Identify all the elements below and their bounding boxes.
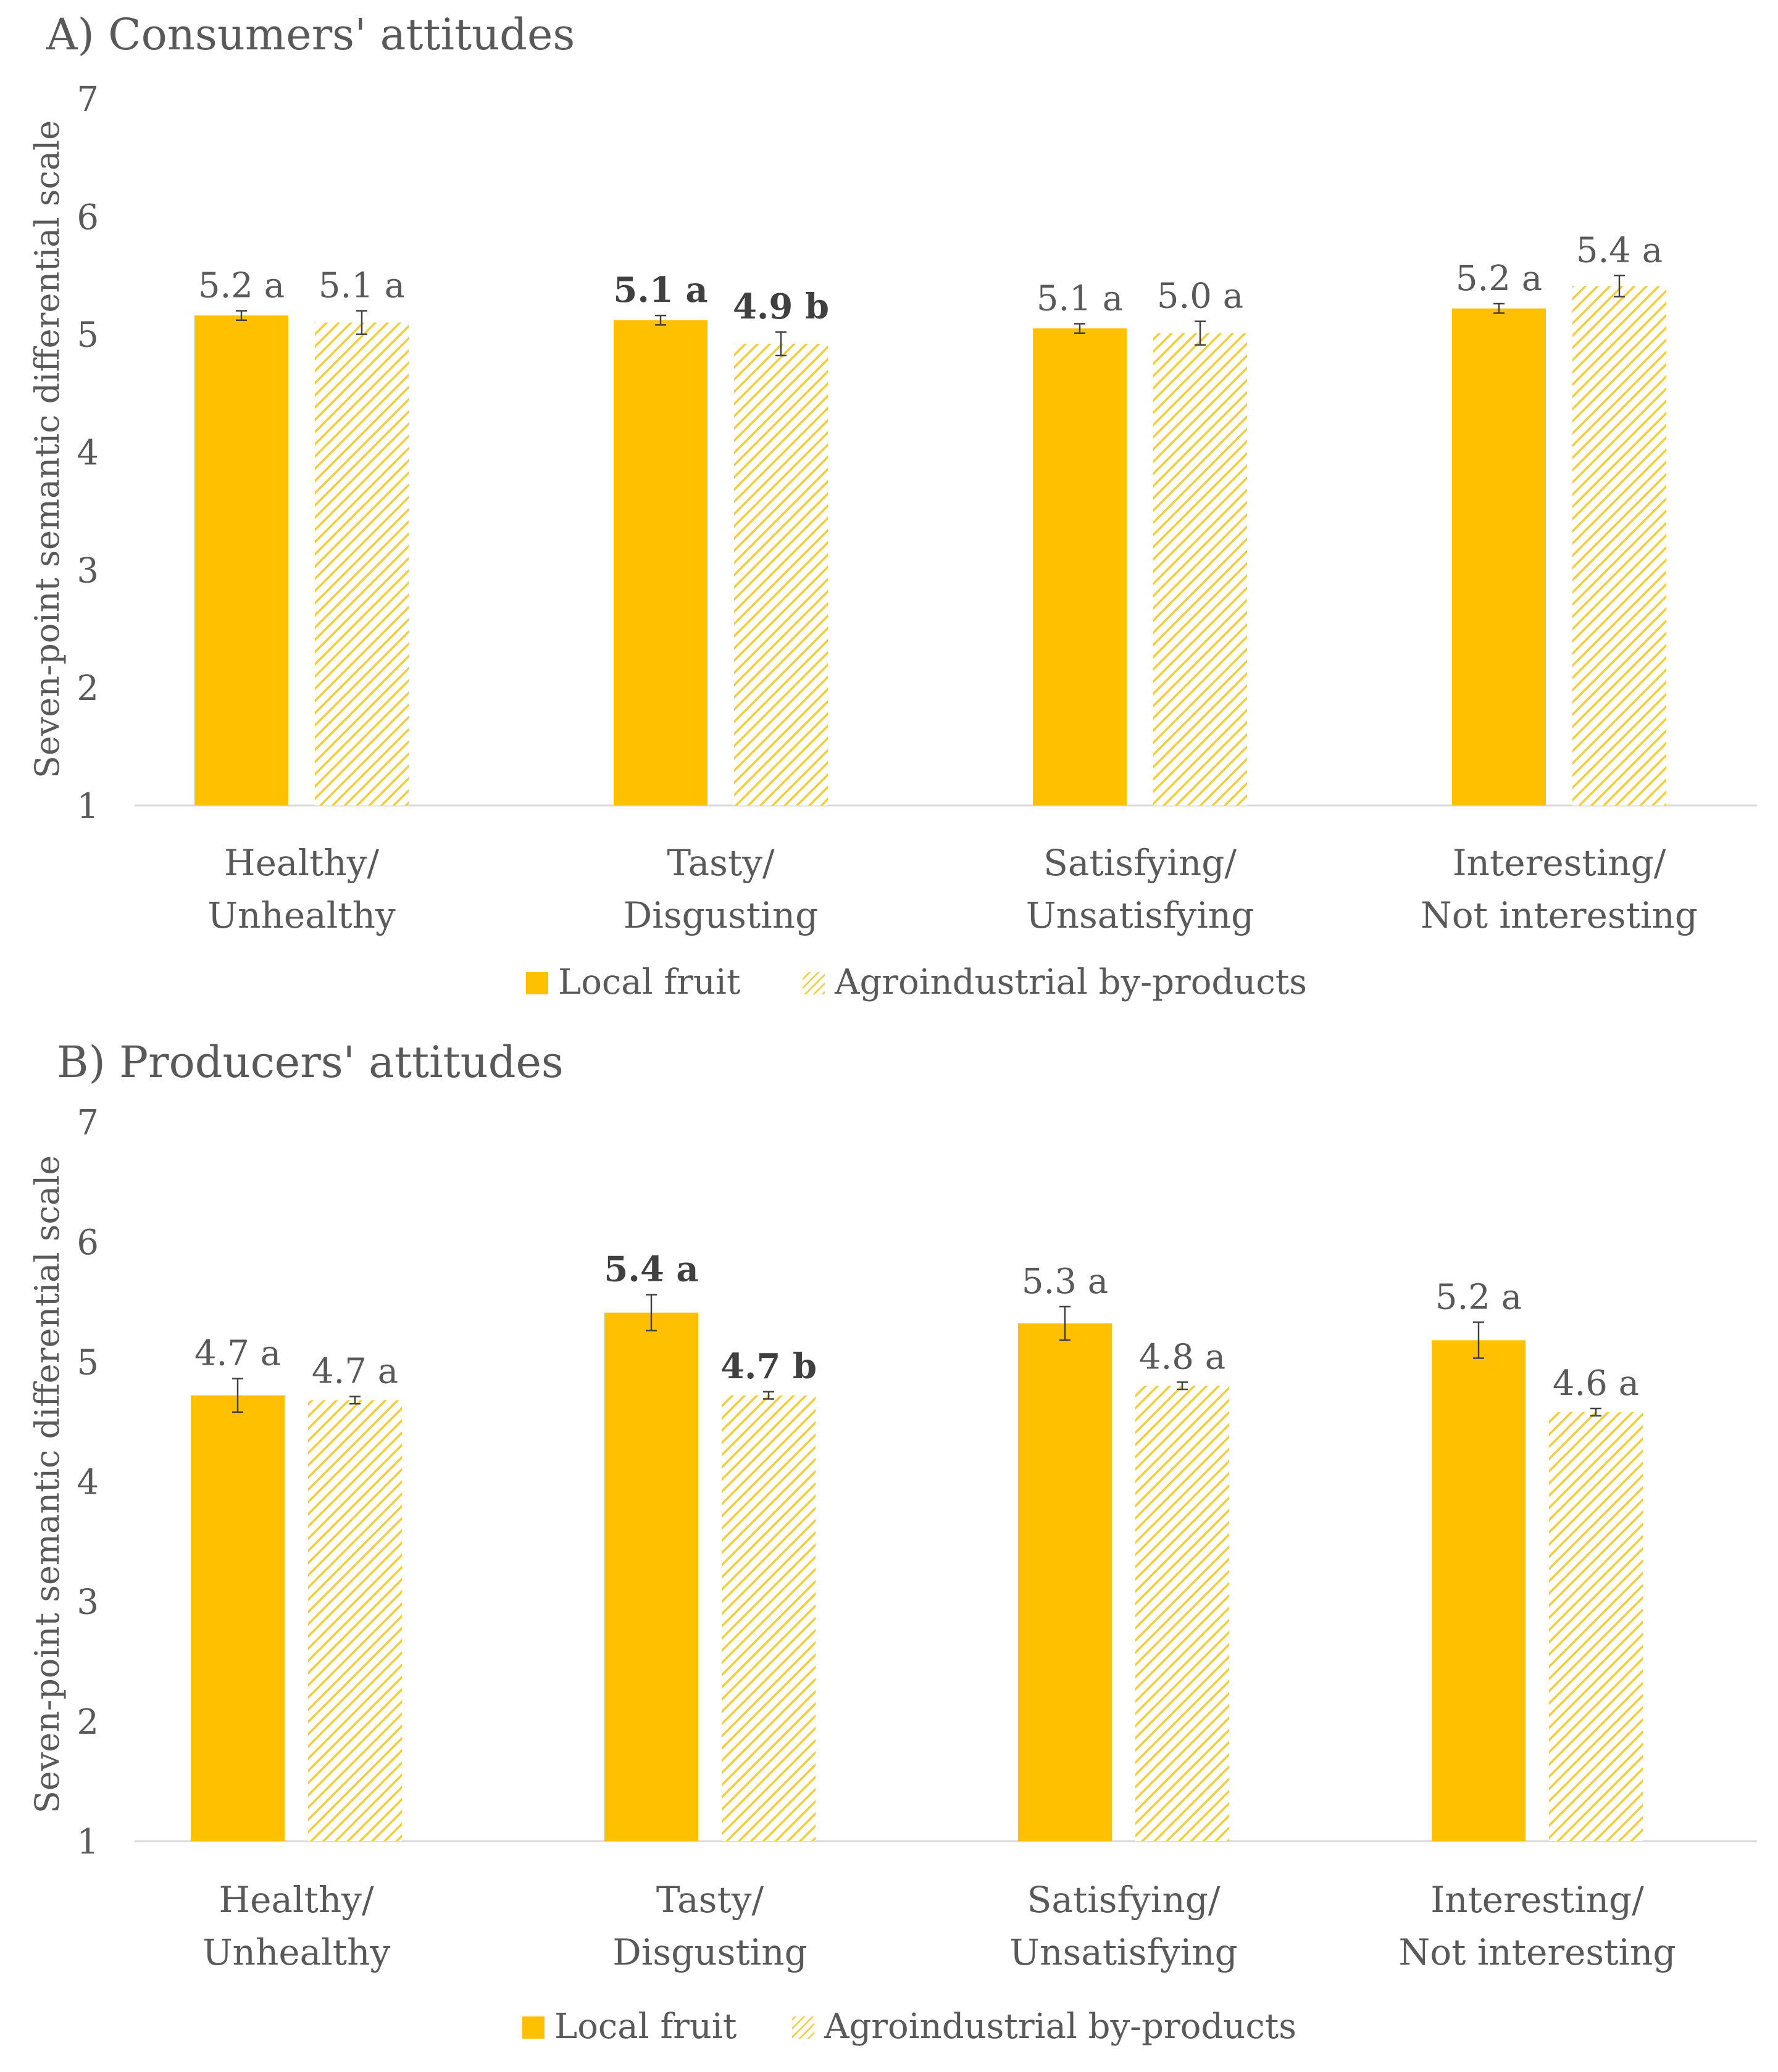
x-tick-label: Interesting/ <box>1453 842 1666 884</box>
y-tick-label: 7 <box>77 80 99 120</box>
bar-by-products <box>1153 333 1247 805</box>
legend: Local fruit Agroindustrial by-products <box>526 962 1307 1002</box>
error-bar <box>1614 275 1625 297</box>
bars: 4.7 a 5.4 a 5.3 a 5.2 a 4.7 a 4.7 b 4.8 a 4.6 a <box>191 1249 1643 1841</box>
bars: 5.2 a 5.1 a 5.1 a 5.2 a 5.1 a 4.9 b 5.0 a 5.4 a <box>194 230 1666 806</box>
legend-label-by-products: Agroindustrial by-products <box>834 962 1307 1002</box>
data-label: 5.2 a <box>198 266 285 306</box>
y-tick-label: 3 <box>77 1583 99 1623</box>
error-bar <box>1493 302 1505 314</box>
x-tick-label: Unhealthy <box>202 1931 391 1973</box>
y-tick-label: 1 <box>77 786 99 826</box>
x-tick-label: Satisfying/ <box>1043 842 1237 884</box>
x-labels: Healthy/Unhealthy Tasty/Disgusting Satisfy… <box>207 842 1698 936</box>
x-tick-label: Unhealthy <box>207 894 396 936</box>
legend: Local fruit Agroindustrial by-products <box>522 2007 1296 2047</box>
x-tick-label: Tasty/ <box>667 842 775 884</box>
error-bar <box>1177 1381 1188 1391</box>
data-label: 5.2 a <box>1435 1277 1522 1317</box>
legend-label-by-products: Agroindustrial by-products <box>824 2007 1296 2047</box>
bar-by-products <box>1135 1386 1229 1841</box>
panel-consumers: A) Consumers' attitudes Seven-point sema… <box>28 9 1757 1002</box>
bar-local-fruit <box>614 320 707 805</box>
x-tick-label: Unsatisfying <box>1026 894 1254 936</box>
data-label: 5.1 a <box>1037 278 1123 318</box>
y-tick-label: 7 <box>77 1103 99 1143</box>
error-bar <box>763 1391 774 1400</box>
x-tick-label: Healthy/ <box>219 1879 374 1921</box>
legend-swatch-local-fruit <box>526 972 548 994</box>
y-tick-label: 2 <box>77 1702 99 1742</box>
data-label: 5.2 a <box>1456 259 1542 299</box>
data-label: 5.0 a <box>1157 277 1243 317</box>
y-axis-label: Seven-point semantic differential scale <box>28 120 67 778</box>
bar-by-products <box>315 322 409 805</box>
y-tick-label: 5 <box>77 1342 99 1383</box>
error-bar <box>655 314 666 326</box>
error-bar <box>236 310 247 322</box>
data-label: 5.1 a <box>613 270 707 310</box>
legend-swatch-by-products <box>792 2016 814 2039</box>
x-tick-label: Disgusting <box>612 1931 807 1973</box>
y-tick-label: 4 <box>77 1463 99 1503</box>
chart-title: B) Producers' attitudes <box>57 1037 564 1088</box>
legend-swatch-local-fruit <box>522 2016 545 2039</box>
data-label: 5.4 a <box>1576 230 1663 270</box>
legend-label-local-fruit: Local fruit <box>554 2007 737 2047</box>
y-tick-label: 4 <box>77 433 99 473</box>
bar-local-fruit <box>194 315 288 806</box>
error-bar <box>646 1294 657 1332</box>
x-tick-label: Satisfying/ <box>1027 1879 1221 1921</box>
y-tick-label: 5 <box>77 315 99 356</box>
bar-local-fruit <box>1018 1323 1112 1841</box>
error-bar <box>1059 1305 1071 1341</box>
error-bar <box>1473 1321 1484 1359</box>
legend-label-local-fruit: Local fruit <box>558 962 741 1002</box>
error-bar <box>356 310 367 335</box>
error-bar <box>349 1396 361 1405</box>
x-tick-label: Unsatisfying <box>1009 1931 1237 1973</box>
x-tick-label: Disgusting <box>624 894 818 936</box>
bar-by-products <box>722 1395 816 1841</box>
bar-local-fruit <box>1452 308 1546 805</box>
data-label: 5.3 a <box>1022 1262 1108 1302</box>
y-tick-label: 6 <box>77 1223 99 1263</box>
bar-local-fruit <box>191 1395 285 1841</box>
error-bar <box>1074 323 1085 335</box>
bar-by-products <box>1549 1412 1643 1841</box>
y-tick-label: 1 <box>77 1822 99 1862</box>
x-tick-label: Tasty/ <box>656 1879 764 1921</box>
x-tick-label: Healthy/ <box>224 842 379 884</box>
data-label: 4.7 b <box>720 1346 817 1387</box>
panel-producers: B) Producers' attitudes Seven-point sema… <box>28 1037 1757 2047</box>
y-tick-label: 6 <box>77 198 99 238</box>
x-tick-label: Interesting/ <box>1430 1879 1644 1921</box>
data-label: 4.9 b <box>733 286 829 327</box>
y-tick-label: 3 <box>77 551 99 591</box>
x-tick-label: Not interesting <box>1421 894 1698 936</box>
error-bar <box>1195 320 1206 346</box>
bar-by-products <box>308 1400 402 1841</box>
legend-swatch-by-products <box>803 972 825 994</box>
error-bar <box>232 1378 243 1413</box>
data-label: 5.4 a <box>604 1249 698 1290</box>
bar-local-fruit <box>604 1312 698 1841</box>
data-label: 5.1 a <box>319 266 405 306</box>
x-labels: Healthy/Unhealthy Tasty/Disgusting Satisfy… <box>202 1879 1676 1973</box>
y-axis-label: Seven-point semantic differential scale <box>28 1155 67 1813</box>
bar-by-products <box>1572 286 1666 805</box>
data-label: 4.6 a <box>1553 1363 1639 1404</box>
bar-by-products <box>734 343 828 805</box>
data-label: 4.8 a <box>1139 1337 1225 1377</box>
error-bar <box>1590 1407 1601 1417</box>
bar-local-fruit <box>1033 328 1127 805</box>
x-tick-label: Not interesting <box>1398 1931 1676 1973</box>
data-label: 4.7 a <box>194 1334 281 1374</box>
data-label: 4.7 a <box>312 1352 398 1392</box>
bar-local-fruit <box>1432 1340 1525 1841</box>
error-bar <box>775 331 787 357</box>
y-tick-label: 2 <box>77 668 99 709</box>
chart-title: A) Consumers' attitudes <box>46 9 575 60</box>
